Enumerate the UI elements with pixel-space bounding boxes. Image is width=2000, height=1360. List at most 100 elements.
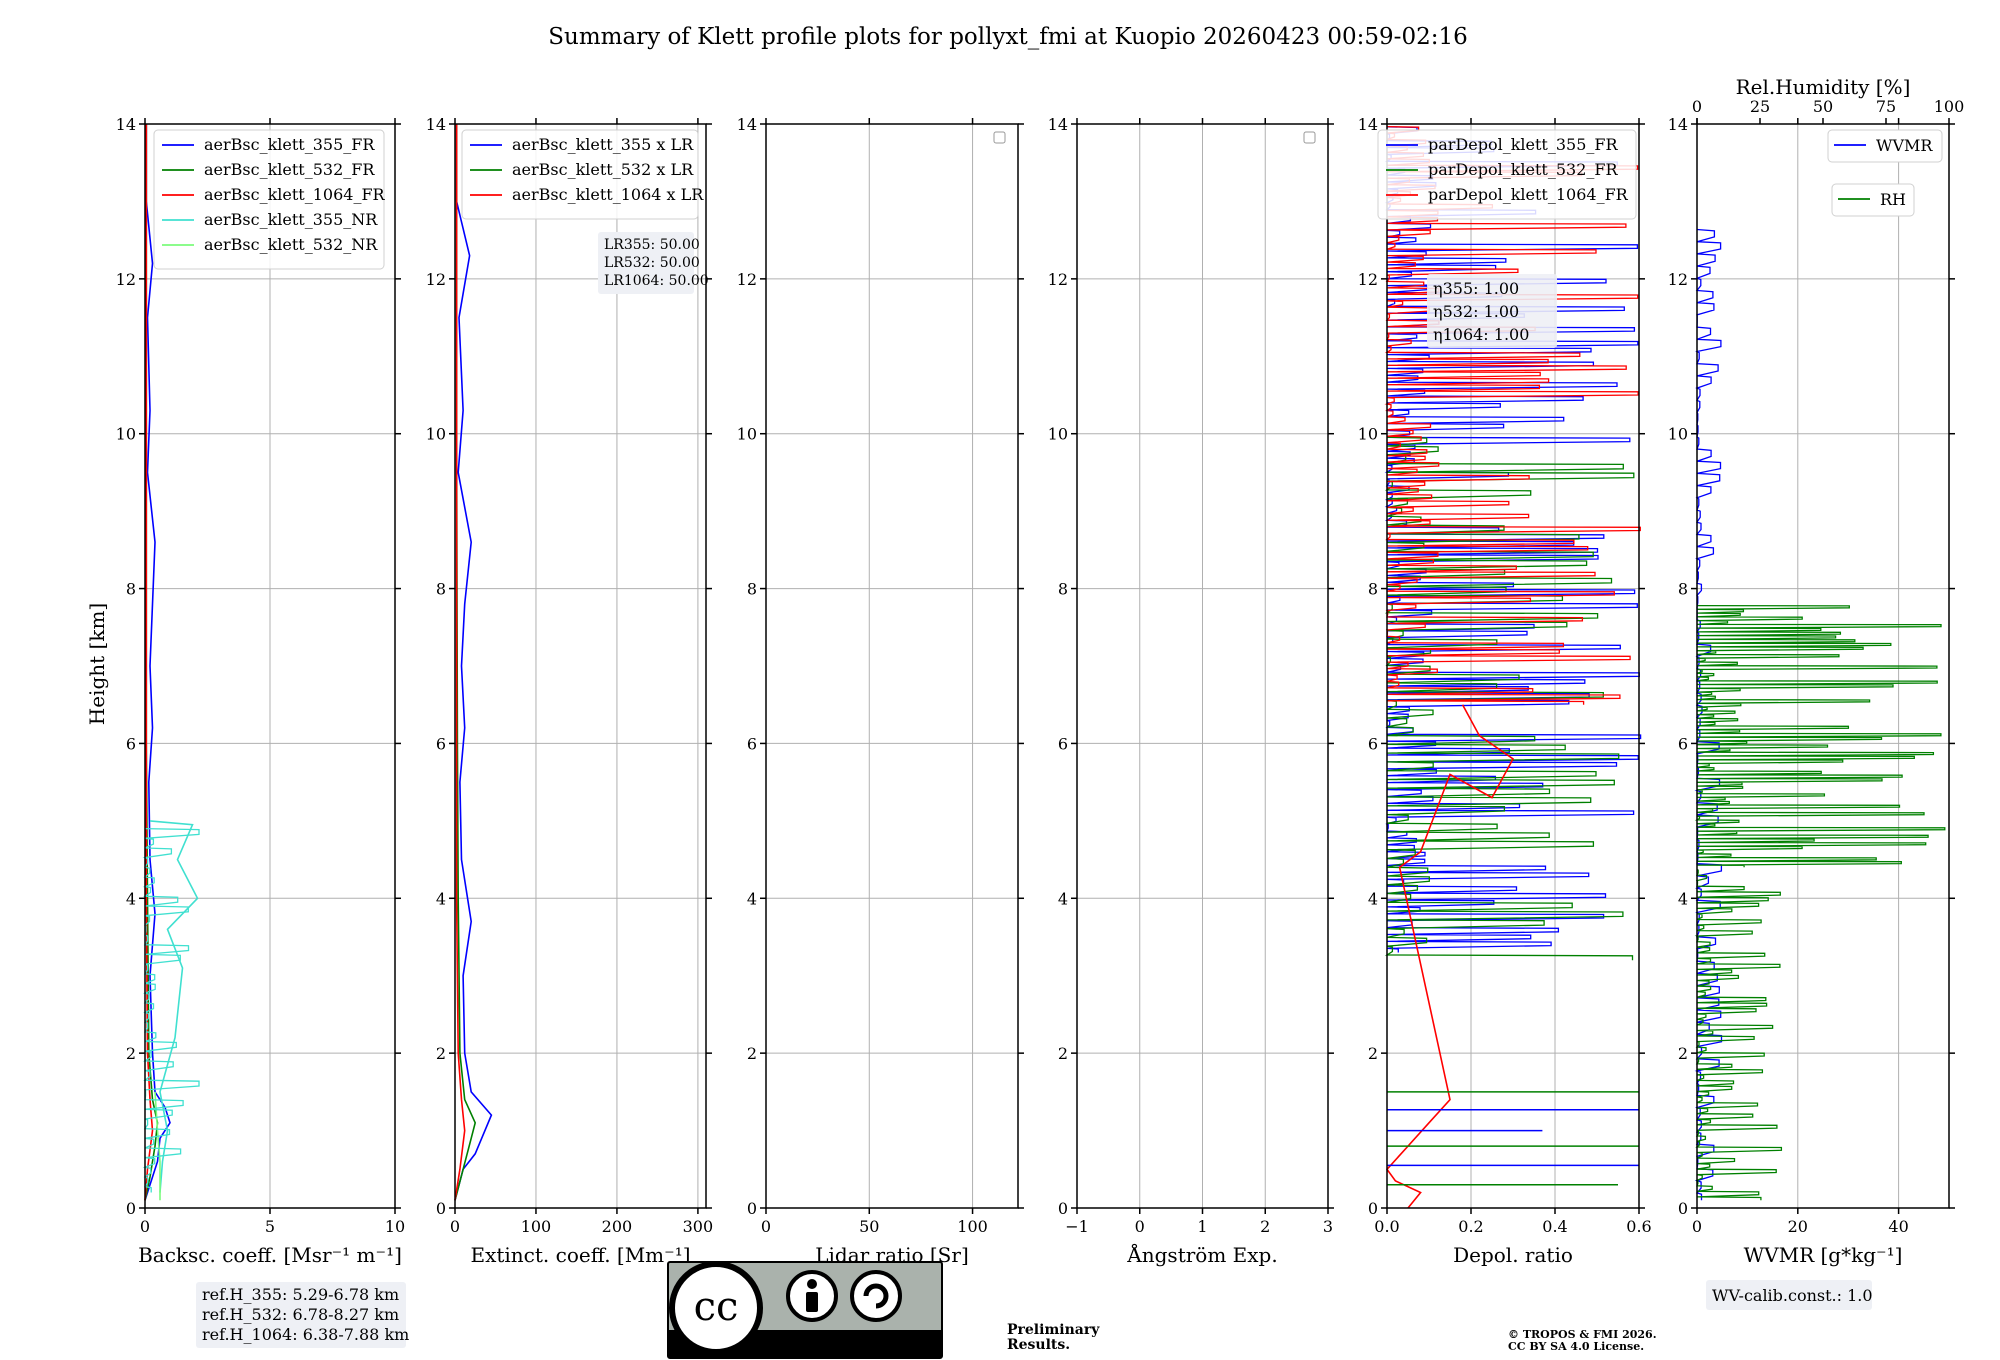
- series-nr355-spikes: [142, 827, 200, 1193]
- top-tick-label: 100: [1934, 97, 1965, 116]
- y-tick-label: 6: [126, 734, 136, 753]
- panel-bsc: 0 2 4 6 8 10 12 14 0 5 10 Backsc. coeff. [Msr⁻¹ m⁻¹…: [116, 115, 406, 1267]
- sa-share-icon: [850, 1270, 902, 1322]
- y-tick-label: 2: [1368, 1044, 1378, 1063]
- y-tick-label: 8: [1058, 580, 1068, 599]
- y-tick-label: 10: [1668, 425, 1688, 444]
- x-tick-label: 0: [1135, 1217, 1145, 1236]
- lr-info-text: LR532: 50.00: [604, 255, 700, 271]
- y-tick-label: 12: [426, 270, 446, 289]
- sa-label: SA: [861, 1334, 891, 1358]
- by-person-body: [806, 1292, 818, 1312]
- x-tick-label: 40: [1888, 1217, 1908, 1236]
- eta-info-box: [1427, 274, 1557, 348]
- x-tick-label: 20: [1788, 1217, 1808, 1236]
- cc-logo-icon: [669, 1261, 763, 1355]
- axes-frame: [454, 123, 707, 1209]
- lr-info-box: [598, 232, 694, 294]
- preliminary-text: Results.: [1007, 1337, 1070, 1353]
- legend-label: RH: [1880, 190, 1906, 209]
- x-tick-label: 3: [1323, 1217, 1333, 1236]
- y-axis-label: Height [km]: [85, 603, 109, 725]
- x-axis-label: Extinct. coeff. [Mm⁻¹]: [470, 1243, 690, 1267]
- y-tick-label: 8: [126, 580, 136, 599]
- panel-dep: 0 2 4 6 8 10 12 14 0.0 0.2 0.4 0.6 Depol. ratio parDe…: [1358, 115, 1652, 1267]
- calib-box: [1706, 1280, 1872, 1310]
- y-tick-label: 4: [1678, 889, 1688, 908]
- x-tick-label: 1: [1197, 1217, 1207, 1236]
- y-tick-label: 10: [426, 425, 446, 444]
- legend-label: aerBsc_klett_355 x LR: [512, 135, 694, 154]
- series-rh-high: [1694, 604, 1946, 868]
- legend-rh: [1831, 183, 1915, 217]
- y-tick-label: 8: [1368, 580, 1378, 599]
- y-tick-label: 0: [1678, 1199, 1688, 1218]
- x-tick-label: 50: [859, 1217, 879, 1236]
- y-tick-label: 6: [436, 734, 446, 753]
- y-tick-label: 4: [747, 889, 757, 908]
- x-tick-label: 0.6: [1626, 1217, 1651, 1236]
- axes-frame: [765, 123, 1019, 1209]
- axes-frame: [1076, 123, 1329, 1209]
- y-tick-label: 4: [126, 889, 136, 908]
- legend-label: aerBsc_klett_532_FR: [204, 160, 375, 179]
- lr-info-text: LR1064: 50.00: [604, 273, 709, 289]
- legend-label: aerBsc_klett_355_FR: [204, 135, 375, 154]
- y-tick-label: 12: [1358, 270, 1378, 289]
- axes-frame: [144, 123, 396, 1209]
- panel-ext: 0 2 4 6 8 10 12 14 0 100 200 300 Extinct. coeff. [Mm…: [426, 115, 714, 1267]
- x-tick-label: 100: [521, 1217, 552, 1236]
- y-tick-label: 10: [737, 425, 757, 444]
- x-axis-label: Backsc. coeff. [Msr⁻¹ m⁻¹]: [138, 1243, 402, 1267]
- ref-height-box: [196, 1282, 406, 1348]
- y-tick-label: 14: [737, 115, 757, 134]
- y-tick-label: 12: [1048, 270, 1068, 289]
- y-tick-label: 0: [1368, 1199, 1378, 1218]
- y-tick-label: 0: [747, 1199, 757, 1218]
- y-tick-label: 0: [126, 1199, 136, 1218]
- y-tick-label: 6: [747, 734, 757, 753]
- y-tick-label: 6: [1058, 734, 1068, 753]
- y-tick-label: 2: [747, 1044, 757, 1063]
- series-depol532: [1384, 436, 1635, 961]
- copyright-text: CC BY SA 4.0 License.: [1508, 1340, 1644, 1353]
- sa-arrow: [863, 1283, 889, 1309]
- empty-legend: [993, 131, 1006, 144]
- y-tick-label: 4: [1058, 889, 1068, 908]
- x-tick-label: 0.2: [1458, 1217, 1483, 1236]
- y-tick-label: 10: [1358, 425, 1378, 444]
- legend-label: aerBsc_klett_1064_FR: [204, 185, 386, 204]
- legend-label: WVMR: [1876, 136, 1933, 155]
- x-tick-label: 100: [957, 1217, 988, 1236]
- series-rh-low: [1694, 868, 1783, 1201]
- y-tick-label: 2: [126, 1044, 136, 1063]
- x-tick-label: 0.4: [1542, 1217, 1567, 1236]
- y-tick-label: 14: [1358, 115, 1378, 134]
- legend-bsc: [153, 129, 385, 270]
- x-tick-label: 0: [450, 1217, 460, 1236]
- x-tick-label: 10: [385, 1217, 405, 1236]
- x-tick-label: 300: [683, 1217, 714, 1236]
- top-tick-label: 75: [1876, 97, 1896, 116]
- y-tick-label: 2: [436, 1044, 446, 1063]
- y-tick-label: 8: [1678, 580, 1688, 599]
- x-tick-label: 0: [140, 1217, 150, 1236]
- by-person-head: [807, 1279, 817, 1289]
- y-tick-label: 12: [737, 270, 757, 289]
- series-depol1064: [1385, 704, 1515, 1209]
- legend-label: parDepol_klett_532_FR: [1428, 160, 1619, 179]
- y-tick-label: 10: [1048, 425, 1068, 444]
- x-tick-label: −1: [1065, 1217, 1089, 1236]
- series-aerBsc_klett_355 x LR: [454, 124, 493, 1201]
- ref-height-text: ref.H_355: 5.29-6.78 km: [202, 1285, 399, 1304]
- copyright-text: © TROPOS & FMI 2026.: [1508, 1328, 1657, 1341]
- legend-label: aerBsc_klett_355_NR: [204, 210, 378, 229]
- x-tick-label: 5: [265, 1217, 275, 1236]
- y-tick-label: 4: [436, 889, 446, 908]
- x-tick-label: 2: [1260, 1217, 1270, 1236]
- eta-info-text: η355: 1.00: [1433, 279, 1519, 298]
